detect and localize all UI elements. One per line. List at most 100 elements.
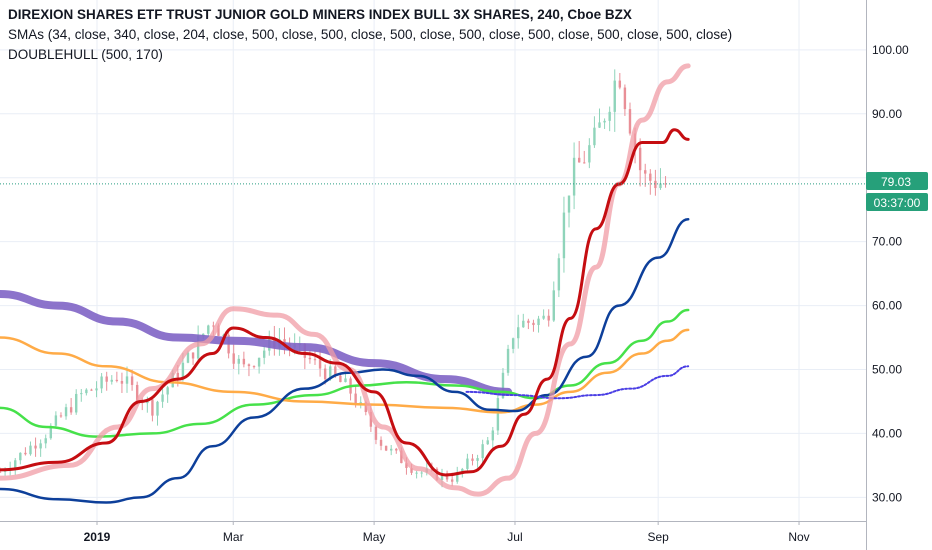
candle-body [166, 387, 169, 395]
candle-body [593, 127, 596, 146]
candle-body [598, 122, 601, 128]
candle-body [400, 450, 403, 464]
y-tick-label: 90.00 [872, 107, 902, 121]
candle-body [247, 364, 251, 367]
candle-body [379, 439, 383, 446]
candle-body [59, 415, 63, 417]
candle-body [100, 376, 103, 389]
candle-body [191, 352, 195, 359]
candle-body [395, 448, 398, 451]
series-line-sma-340 [0, 218, 690, 504]
candle-body [257, 357, 261, 367]
candle-body [34, 445, 37, 449]
candle-body [374, 426, 378, 440]
y-tick-label: 100.00 [872, 43, 909, 57]
candle-body [323, 368, 327, 380]
candle-body [390, 448, 393, 451]
candle-body [49, 425, 53, 439]
candle-body [618, 80, 622, 88]
candle-body [130, 376, 134, 385]
candle-body [19, 452, 22, 461]
candle-body [522, 320, 525, 328]
candle-body [0, 471, 2, 473]
candle-body [242, 358, 246, 365]
candle-body [115, 379, 119, 381]
candle-body [39, 443, 42, 449]
last-price-tag-bg [866, 172, 928, 190]
candle-body [90, 389, 93, 391]
candle-body [547, 315, 550, 321]
candle-body [262, 350, 266, 358]
candle-body [69, 407, 73, 413]
candle-body [537, 318, 540, 326]
y-tick-label: 40.00 [872, 426, 902, 440]
candle-body [252, 366, 256, 368]
candle-body [80, 393, 83, 395]
candle-body [186, 352, 190, 363]
candle-body [501, 372, 505, 399]
series-line-doublehull-500 [0, 290, 513, 396]
candle-body [29, 445, 32, 455]
candle-body [120, 380, 124, 384]
candle-body [491, 430, 495, 441]
candle-body [517, 327, 520, 339]
candle-body [440, 473, 444, 481]
candle-body [313, 359, 317, 361]
candle-body [420, 472, 423, 474]
candle-body [125, 376, 129, 384]
candle-body [562, 212, 566, 259]
candle-body [161, 394, 164, 402]
candle-body [54, 415, 58, 426]
grid [0, 0, 866, 521]
x-tick-label: Sep [647, 530, 669, 544]
candle-body [496, 398, 500, 431]
candle-body [603, 120, 606, 123]
candle-body [476, 458, 479, 461]
candle-body [181, 362, 185, 379]
axes: 30.0040.0050.0060.0070.0080.0090.00100.0… [0, 0, 909, 550]
candle-body [339, 375, 342, 383]
candle-body [435, 468, 439, 481]
countdown-tag-bg [866, 193, 928, 211]
countdown-tag: 03:37:00 [874, 196, 921, 210]
candle-body [486, 440, 489, 445]
candle-body [329, 366, 332, 380]
candle-body [110, 379, 113, 382]
candle-body [354, 393, 357, 405]
candle-body [608, 111, 611, 121]
candle-body [506, 348, 510, 373]
x-tick-label: Jul [507, 530, 522, 544]
candle-body [237, 358, 240, 364]
candle-body [85, 389, 88, 394]
candle-body [318, 359, 322, 369]
candle-body [156, 401, 159, 416]
series-line-sma-204 [0, 308, 690, 438]
y-tick-label: 30.00 [872, 490, 902, 504]
candle-body [207, 325, 210, 334]
price-tags: 79.03 03:37:00 [866, 172, 928, 211]
x-tick-label: Mar [223, 530, 244, 544]
candle-body [44, 438, 47, 444]
candle-body [456, 472, 459, 482]
candle-body [405, 463, 408, 468]
series-line-doublehull-170 [0, 63, 691, 497]
y-tick-label: 50.00 [872, 362, 902, 376]
candle-body [369, 412, 373, 427]
candle-body [583, 162, 586, 164]
candle-body [308, 357, 312, 360]
candle-body [24, 452, 27, 455]
y-tick-label: 70.00 [872, 235, 902, 249]
candle-body [572, 157, 576, 196]
candle-body [450, 479, 454, 482]
candle-body [95, 388, 98, 391]
candle-body [105, 376, 108, 382]
candle-body [283, 339, 286, 344]
candle-body [623, 87, 627, 110]
candle-body [196, 335, 200, 359]
candle-body [511, 338, 515, 349]
x-tick-label: 2019 [84, 530, 111, 544]
candle-body [664, 183, 667, 185]
candle-body [532, 322, 535, 326]
